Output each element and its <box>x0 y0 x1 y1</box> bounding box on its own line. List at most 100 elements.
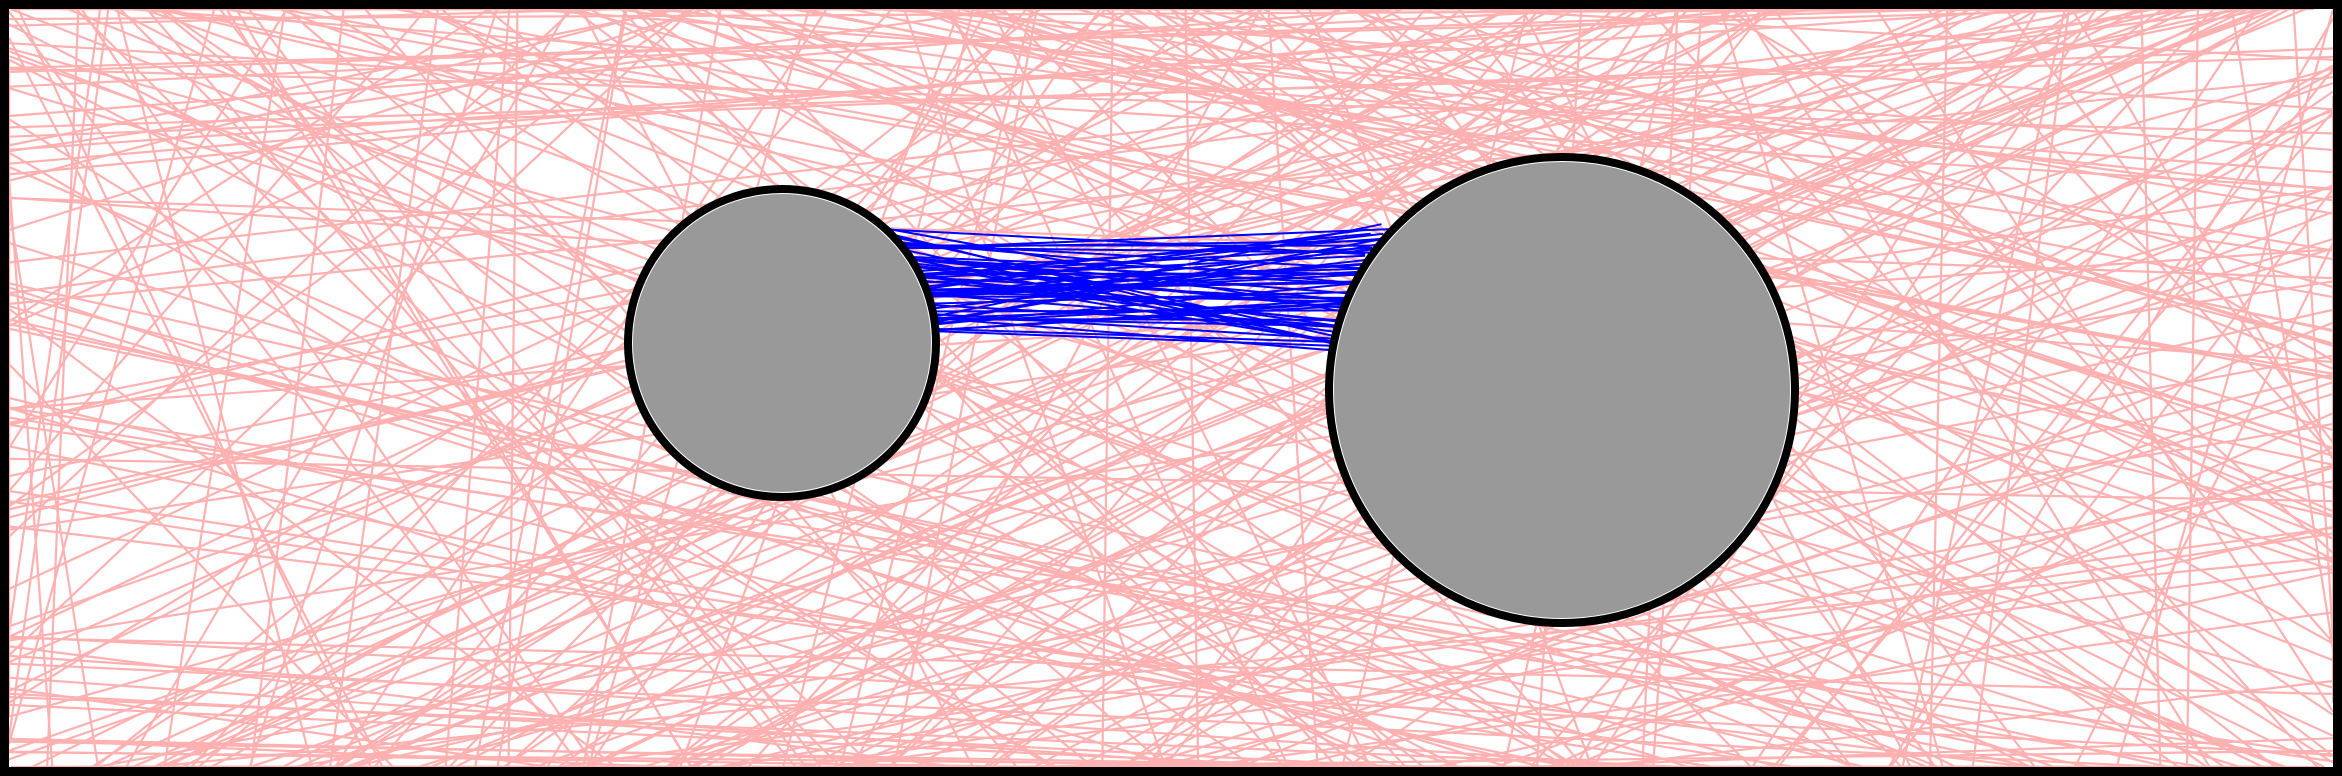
random-line <box>9 9 690 508</box>
random-line <box>119 9 874 767</box>
random-line <box>9 662 2165 767</box>
random-line <box>9 9 1005 153</box>
random-line <box>2115 9 2333 767</box>
random-line <box>9 396 1544 767</box>
random-line <box>346 9 2270 767</box>
bridge-line <box>896 328 1386 349</box>
random-line <box>420 9 1957 767</box>
random-line <box>94 9 1042 767</box>
random-line <box>280 9 2333 379</box>
random-line <box>1889 188 2333 767</box>
random-line <box>9 750 1044 767</box>
random-line <box>116 9 314 767</box>
random-line <box>617 9 2333 261</box>
bridge-line <box>884 254 1366 281</box>
random-line <box>1468 9 2333 61</box>
random-line <box>830 565 2333 767</box>
random-line <box>235 9 692 767</box>
bridge-line <box>881 228 1366 256</box>
random-line <box>1495 466 2333 767</box>
random-line <box>1184 9 1200 767</box>
random-line <box>2185 9 2199 767</box>
random-line <box>496 9 628 767</box>
random-line <box>665 9 1616 767</box>
random-line <box>9 9 110 739</box>
left-disc <box>624 185 940 501</box>
bridge-line <box>890 255 1396 278</box>
random-line <box>902 9 2333 252</box>
random-line <box>9 55 2333 129</box>
random-line <box>1928 9 1949 767</box>
random-line <box>486 9 1424 767</box>
discs-group <box>624 153 1799 627</box>
random-line <box>903 9 1167 767</box>
random-line <box>9 676 1261 767</box>
random-line <box>9 500 1714 767</box>
random-line <box>9 280 2333 642</box>
random-line <box>633 9 1338 767</box>
bridge-line <box>893 256 1373 297</box>
bridge-line <box>899 273 1398 329</box>
random-line <box>1772 110 2333 767</box>
random-line <box>1101 9 1114 767</box>
random-line <box>9 9 288 449</box>
left-disc-outline <box>624 185 940 501</box>
random-line <box>9 67 2333 135</box>
random-line <box>1382 9 2333 540</box>
random-line <box>282 9 1774 767</box>
random-line <box>293 422 2333 767</box>
random-line <box>9 9 670 182</box>
random-line <box>9 457 2333 503</box>
random-line <box>9 635 2333 756</box>
random-line <box>1591 9 2098 767</box>
random-line <box>249 9 345 767</box>
bridge-line <box>897 260 1395 314</box>
left-disc-fill <box>628 189 936 497</box>
random-line <box>9 407 1178 767</box>
right-disc-fill <box>1329 157 1795 623</box>
bridge-line <box>880 228 1391 251</box>
random-line <box>9 738 669 767</box>
random-line <box>2292 9 2333 639</box>
random-line <box>314 9 2265 767</box>
random-pink-lines <box>9 9 2333 767</box>
random-line <box>9 9 216 745</box>
random-line <box>148 556 2333 767</box>
random-line <box>163 9 287 767</box>
random-line <box>655 9 2333 191</box>
random-line <box>1593 679 2333 767</box>
random-line <box>9 293 1780 767</box>
random-line <box>9 9 622 27</box>
random-line <box>9 50 1854 767</box>
random-line <box>9 445 1570 767</box>
random-line <box>851 9 1262 767</box>
random-line <box>337 9 1536 767</box>
random-line <box>1198 611 2333 767</box>
bridge-line <box>877 246 1381 254</box>
random-line <box>9 9 2202 264</box>
random-line <box>248 9 499 767</box>
random-line <box>1424 9 2333 370</box>
bridge-line <box>886 234 1372 346</box>
random-line <box>9 9 102 633</box>
bridge-line <box>885 247 1385 300</box>
random-line <box>9 9 2143 21</box>
right-disc <box>1325 153 1799 627</box>
random-line <box>17 9 372 767</box>
random-line <box>474 9 627 767</box>
random-line <box>9 241 1690 767</box>
random-line <box>9 76 2333 305</box>
random-line <box>9 9 1759 176</box>
random-line <box>941 9 1585 767</box>
bridge-line <box>895 317 1378 321</box>
random-line <box>9 9 428 492</box>
random-line <box>713 9 1407 767</box>
random-line <box>9 207 100 767</box>
random-line <box>9 186 2333 531</box>
random-line <box>9 636 2333 696</box>
random-line <box>1573 9 2039 767</box>
random-line <box>1777 68 2333 767</box>
random-line <box>9 9 694 657</box>
bridge-line <box>898 257 1397 306</box>
